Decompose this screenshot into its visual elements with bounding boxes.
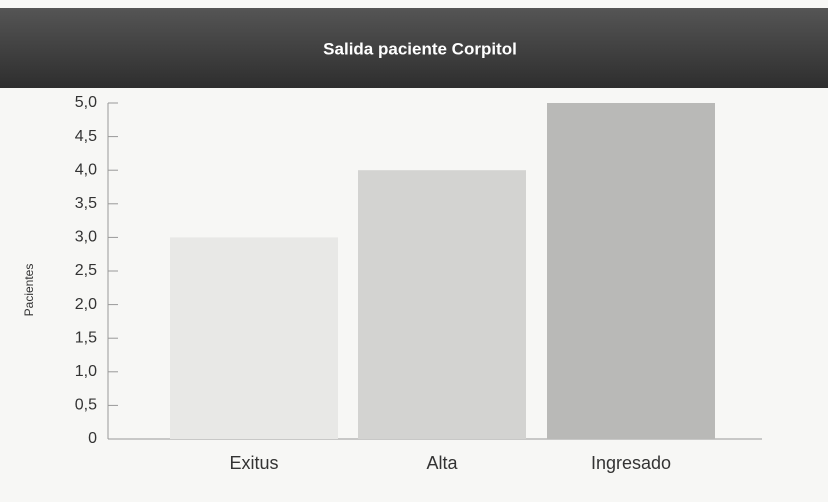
y-tick-label: 3,0 (75, 229, 97, 246)
title-bar (0, 8, 828, 88)
y-tick-label: 4,0 (75, 161, 97, 178)
x-tick-label: Alta (426, 453, 458, 473)
y-axis-label: Pacientes (22, 264, 36, 317)
y-tick-label: 1,0 (75, 363, 97, 380)
y-tick-label: 1,5 (75, 329, 97, 346)
chart-title: Salida paciente Corpitol (323, 39, 517, 58)
y-tick-label: 4,5 (75, 128, 97, 145)
bar (547, 103, 715, 439)
y-tick-label: 0,5 (75, 397, 97, 414)
y-tick-label: 0 (88, 430, 97, 447)
y-tick-label: 2,0 (75, 296, 97, 313)
x-tick-label: Ingresado (591, 453, 671, 473)
y-tick-label: 3,5 (75, 195, 97, 212)
y-tick-label: 2,5 (75, 262, 97, 279)
bar (358, 170, 526, 439)
x-tick-label: Exitus (229, 453, 278, 473)
bar (170, 237, 338, 439)
y-tick-label: 5,0 (75, 94, 97, 111)
